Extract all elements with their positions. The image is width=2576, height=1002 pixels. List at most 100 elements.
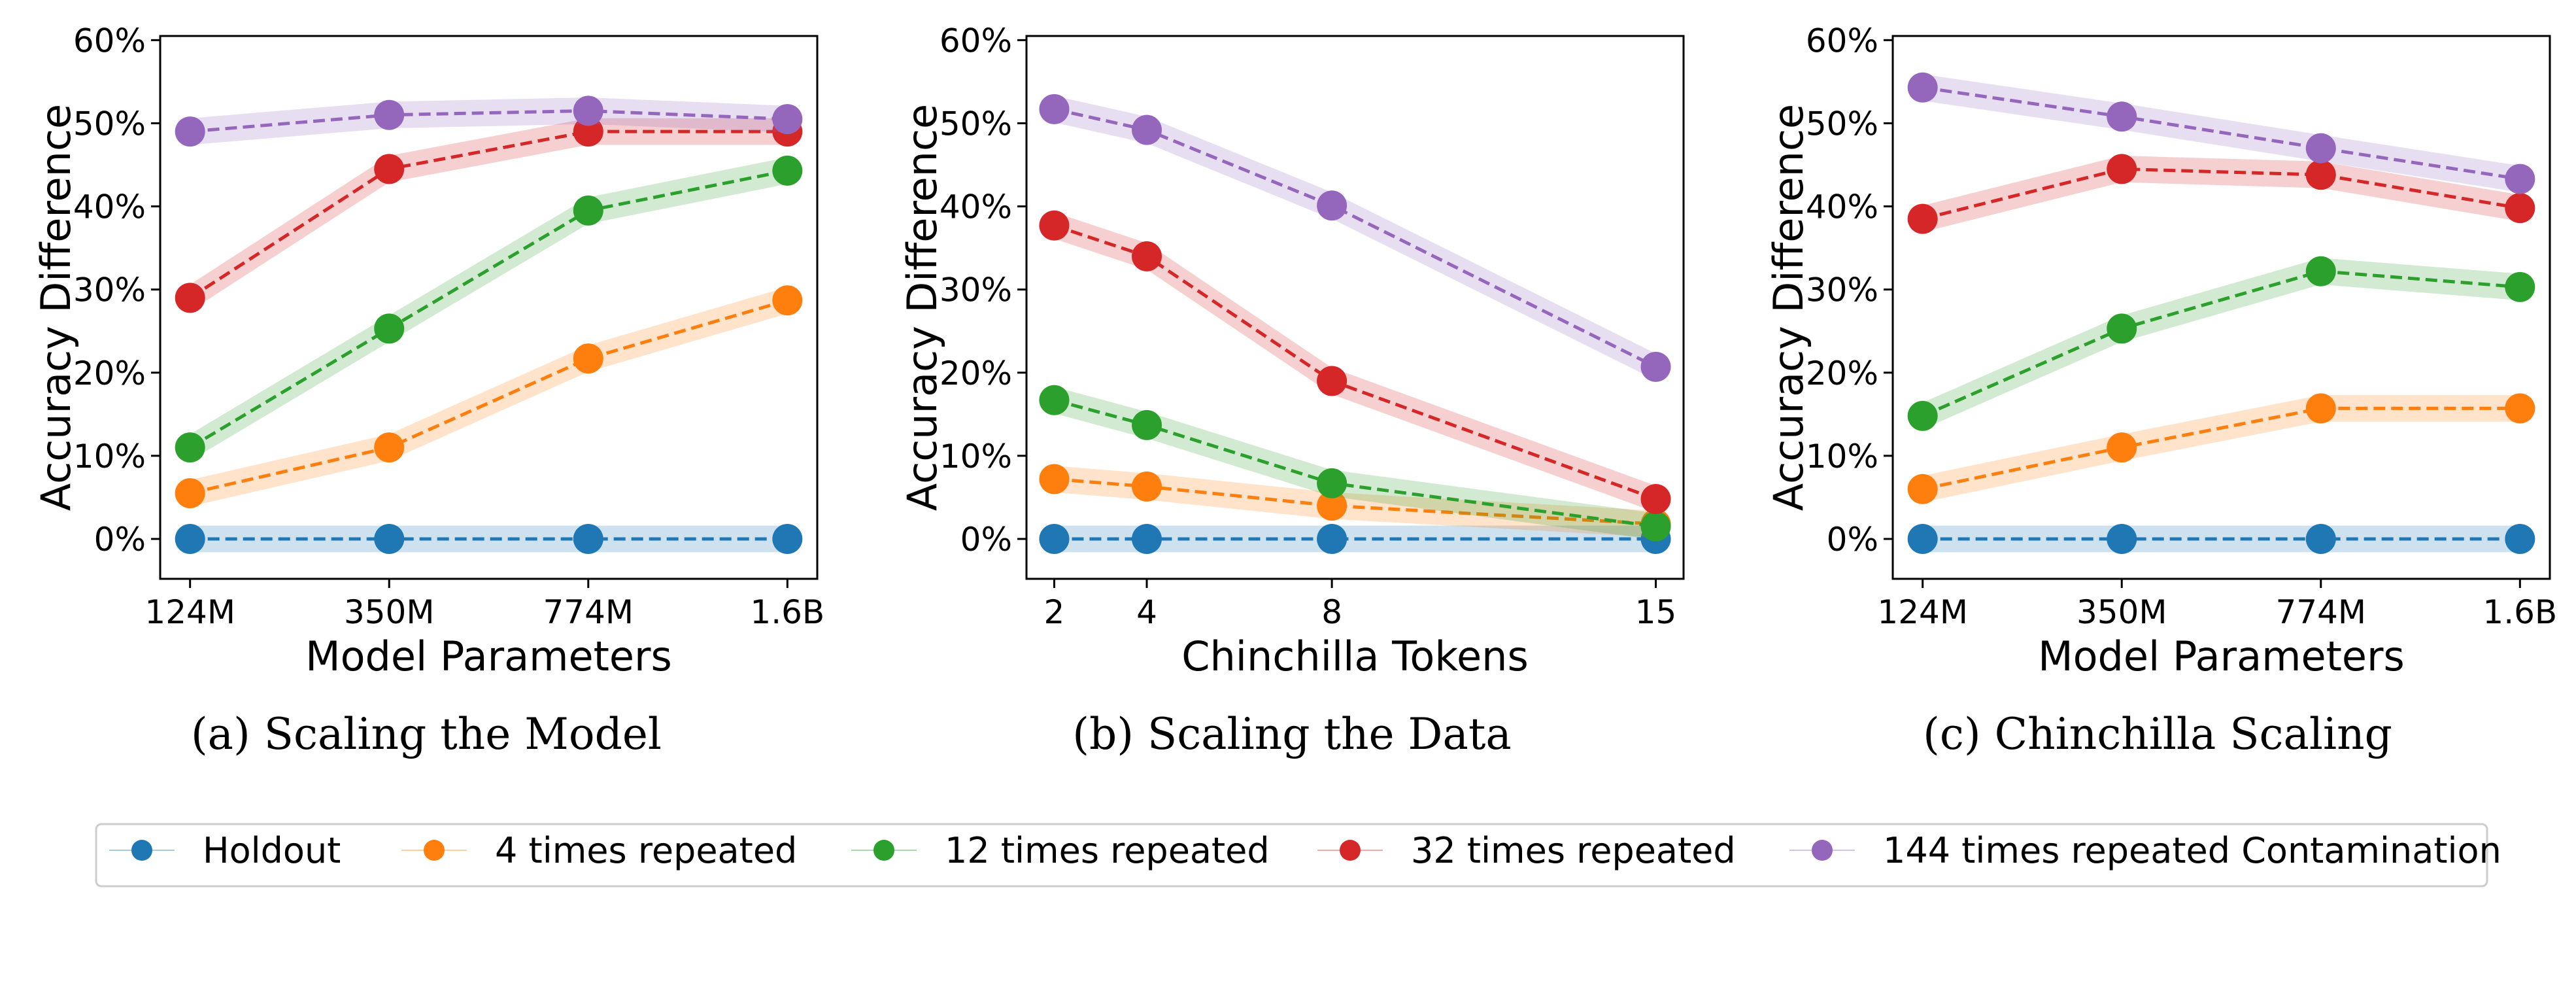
confidence-band xyxy=(190,157,788,461)
data-point xyxy=(374,432,405,463)
y-tick-label: 60% xyxy=(73,22,146,60)
y-tick-label: 0% xyxy=(960,521,1012,559)
series-line xyxy=(1922,269,2520,418)
legend-label: 12 times repeated xyxy=(945,830,1270,871)
x-tick-label: 1.6B xyxy=(750,593,824,631)
series-line xyxy=(1922,167,2520,221)
data-point xyxy=(2305,160,2336,190)
caption-panel-a: (a) Scaling the Model xyxy=(191,709,662,759)
data-point xyxy=(772,523,803,554)
legend-label: 4 times repeated xyxy=(495,830,797,871)
x-tick-label: 4 xyxy=(1136,593,1157,631)
data-point xyxy=(1640,351,1671,382)
y-axis-label: Accuracy Difference xyxy=(32,104,80,511)
series-line xyxy=(190,109,788,133)
data-point xyxy=(1132,523,1162,554)
series-holdout xyxy=(1907,523,2535,554)
y-tick-label: 50% xyxy=(1806,105,1878,143)
data-point xyxy=(2107,154,2137,184)
data-point xyxy=(573,523,603,554)
series-12-times-repeated xyxy=(1907,256,2535,431)
y-tick-label: 50% xyxy=(73,105,146,143)
y-axis-label: Accuracy Difference xyxy=(1765,104,1812,511)
data-point xyxy=(1907,400,1938,431)
chart-panel-a: 0% 10% 20% 30% 40% 50% 60% 124M 350M 774M 1.6B Mode… xyxy=(32,22,824,680)
y-tick-label: 30% xyxy=(73,271,146,309)
x-tick-label: 350M xyxy=(344,593,435,631)
y-tick-label: 40% xyxy=(940,188,1012,226)
x-axis-label: Chinchilla Tokens xyxy=(1181,632,1529,680)
confidence-band xyxy=(1054,466,1656,538)
y-tick-label: 60% xyxy=(1806,22,1878,60)
confidence-band xyxy=(1922,156,2520,232)
x-tick-label: 124M xyxy=(144,593,235,631)
confidence-band xyxy=(1922,395,2520,503)
data-point xyxy=(374,313,405,344)
y-tick-label: 0% xyxy=(94,521,146,559)
series-32-times-repeated xyxy=(1907,154,2535,234)
series-12-times-repeated xyxy=(1039,385,1671,542)
axes-frame xyxy=(1891,35,2551,580)
data-point xyxy=(2107,313,2137,344)
y-tick-label: 0% xyxy=(1827,521,1878,559)
legend: Holdout 4 times repeated 12 times repeated… xyxy=(95,823,2501,888)
confidence-band xyxy=(1054,212,1656,513)
data-point xyxy=(573,95,603,126)
y-tick-label: 30% xyxy=(1806,271,1878,309)
series-32-times-repeated xyxy=(1039,210,1671,514)
data-point xyxy=(1039,523,1070,554)
data-point xyxy=(2107,101,2137,132)
data-point xyxy=(1039,94,1070,124)
legend-entry-144-times-repeated-contamination: 144 times repeated Contamination xyxy=(1789,830,2501,871)
confidence-band xyxy=(190,97,788,145)
data-point xyxy=(573,343,603,374)
legend-marker xyxy=(1340,840,1361,861)
data-point xyxy=(374,154,405,184)
data-point xyxy=(1907,72,1938,103)
data-point xyxy=(573,116,603,147)
data-point xyxy=(1907,203,1938,234)
legend-label: Holdout xyxy=(203,830,341,871)
legend-frame xyxy=(95,823,2488,888)
data-point xyxy=(1640,483,1671,514)
data-point xyxy=(2305,523,2336,554)
legend-entry-4-times-repeated: 4 times repeated xyxy=(401,830,797,871)
data-point xyxy=(1132,241,1162,271)
data-point xyxy=(1039,210,1070,241)
series-32-times-repeated xyxy=(175,116,803,313)
legend-entry-12-times-repeated: 12 times repeated xyxy=(851,830,1270,871)
data-point xyxy=(175,432,205,463)
data-point xyxy=(2505,193,2535,224)
series-line xyxy=(189,130,788,300)
y-tick-label: 10% xyxy=(940,438,1012,475)
data-point xyxy=(175,523,205,554)
x-tick-label: 1.6B xyxy=(2483,593,2557,631)
chart-panel-c: 0% 10% 20% 30% 40% 50% 60% 124M 350M 774M 1.6B Mode… xyxy=(1765,22,2557,680)
data-point xyxy=(1317,366,1347,396)
series-144-times-repeated-contamination xyxy=(175,95,803,147)
legend-entry-32-times-repeated: 32 times repeated xyxy=(1317,830,1736,871)
data-point xyxy=(1907,523,1938,554)
confidence-band xyxy=(190,118,788,311)
y-tick-label: 50% xyxy=(940,105,1012,143)
chart-panel-b: 0% 10% 20% 30% 40% 50% 60% 2 4 8 15 Chinchilla Toke… xyxy=(898,22,1685,680)
data-point xyxy=(374,99,405,130)
data-point xyxy=(2505,271,2535,302)
y-tick-label: 20% xyxy=(1806,354,1878,392)
series-144-times-repeated-contamination xyxy=(1907,72,2535,194)
x-axis-label: Model Parameters xyxy=(2038,632,2405,680)
confidence-band xyxy=(190,525,788,553)
data-point xyxy=(175,478,205,509)
caption-panel-c: (c) Chinchilla Scaling xyxy=(1923,709,2392,759)
data-point xyxy=(1317,523,1347,554)
data-point xyxy=(2505,523,2535,554)
data-point xyxy=(772,104,803,135)
data-point xyxy=(1039,464,1070,494)
x-tick-label: 2 xyxy=(1044,593,1065,631)
legend-entry-holdout: Holdout xyxy=(109,830,341,871)
data-point xyxy=(2305,133,2336,164)
series-4-times-repeated xyxy=(175,285,803,509)
axes-frame xyxy=(159,35,819,580)
confidence-band xyxy=(1054,387,1656,540)
y-tick-label: 60% xyxy=(940,22,1012,60)
